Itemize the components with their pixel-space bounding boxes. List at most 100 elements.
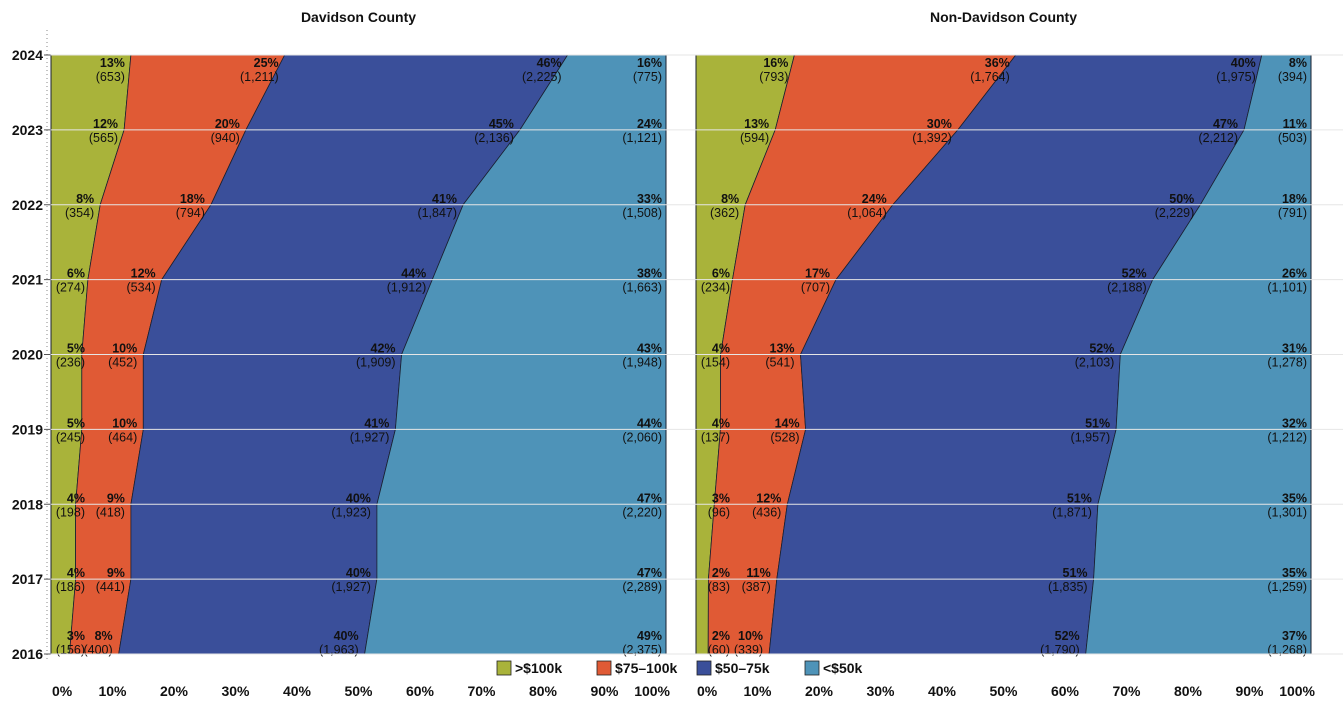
x-tick-label: 30%: [221, 683, 250, 699]
data-label-count: (1,121): [622, 131, 662, 145]
data-label-pct: 11%: [1283, 117, 1307, 131]
data-label-pct: 16%: [763, 56, 788, 70]
x-tick-label: 0%: [52, 683, 73, 699]
data-label-pct: 9%: [107, 491, 125, 505]
data-label-count: (83): [708, 580, 730, 594]
data-label-pct: 40%: [346, 566, 371, 580]
data-label-pct: 12%: [93, 117, 118, 131]
x-tick-label: 60%: [406, 683, 435, 699]
x-tick-label: 90%: [590, 683, 619, 699]
data-labels: 3%(156)4%(186)4%(198)5%(245)5%(236)6%(27…: [56, 56, 662, 657]
data-label-pct: 17%: [805, 267, 830, 281]
data-label-count: (1,101): [1267, 281, 1307, 295]
data-label-pct: 12%: [756, 491, 781, 505]
data-label-pct: 24%: [862, 192, 887, 206]
x-tick-label: 0%: [697, 683, 718, 699]
data-label-count: (418): [96, 505, 125, 519]
data-label-pct: 8%: [721, 192, 739, 206]
data-label-count: (339): [734, 643, 763, 657]
data-label-pct: 3%: [712, 491, 730, 505]
y-tick-label: 2021: [12, 272, 43, 288]
panel-title: Non-Davidson County: [930, 9, 1077, 25]
legend-label: <$50k: [823, 660, 863, 676]
x-tick-label: 70%: [1112, 683, 1141, 699]
data-label-pct: 50%: [1169, 192, 1194, 206]
gridlines: [51, 54, 1343, 655]
data-label-pct: 4%: [67, 566, 85, 580]
data-label-pct: 2%: [712, 629, 730, 643]
data-label-pct: 42%: [371, 342, 396, 356]
data-label-count: (400): [83, 643, 112, 657]
data-label-pct: 44%: [401, 267, 426, 281]
y-tick-label: 2024: [12, 47, 43, 63]
x-tick-label: 30%: [866, 683, 895, 699]
data-label-count: (354): [65, 206, 94, 220]
data-label-count: (1,957): [1071, 430, 1111, 444]
data-label-count: (2,220): [622, 505, 662, 519]
x-tick-label: 80%: [1174, 683, 1203, 699]
data-label-pct: 5%: [67, 416, 85, 430]
data-label-pct: 2%: [712, 566, 730, 580]
data-label-pct: 51%: [1085, 416, 1110, 430]
legend-label: $50–75k: [715, 660, 770, 676]
data-label-count: (1,927): [350, 430, 390, 444]
data-label-pct: 52%: [1089, 342, 1114, 356]
data-label-count: (791): [1278, 206, 1307, 220]
legend-label: >$100k: [515, 660, 562, 676]
data-label-pct: 5%: [67, 342, 85, 356]
data-label-pct: 32%: [1282, 416, 1307, 430]
x-tick-label: 20%: [160, 683, 189, 699]
data-label-pct: 12%: [131, 267, 156, 281]
y-tick-label: 2022: [12, 197, 43, 213]
data-label-pct: 40%: [346, 491, 371, 505]
data-label-pct: 8%: [1289, 56, 1307, 70]
data-label-count: (236): [56, 356, 85, 370]
x-tick-label: 10%: [743, 683, 772, 699]
data-label-pct: 16%: [637, 56, 662, 70]
data-label-pct: 30%: [927, 117, 952, 131]
data-label-count: (1,871): [1052, 505, 1092, 519]
data-label-count: (464): [108, 430, 137, 444]
x-tick-label: 10%: [98, 683, 127, 699]
x-tick-label: 100%: [1279, 683, 1315, 699]
data-label-pct: 40%: [1231, 56, 1256, 70]
data-label-count: (2,136): [474, 131, 514, 145]
data-label-count: (2,225): [522, 70, 562, 84]
data-label-count: (2,188): [1107, 281, 1147, 295]
data-label-pct: 47%: [637, 491, 662, 505]
data-label-count: (2,103): [1075, 356, 1115, 370]
data-label-pct: 11%: [746, 566, 770, 580]
data-label-count: (1,927): [331, 580, 371, 594]
data-label-count: (1,663): [622, 281, 662, 295]
x-axis: 0% 10% 20% 30% 40% 50% 60% 70% 80% 90% 100%: [697, 683, 1316, 699]
data-label-count: (2,060): [622, 430, 662, 444]
data-label-pct: 9%: [107, 566, 125, 580]
data-labels: 2%(60)2%(83)3%(96)4%(137)4%(154)6%(234)8…: [701, 56, 1307, 657]
data-label-pct: 6%: [67, 267, 85, 281]
data-label-pct: 51%: [1067, 491, 1092, 505]
data-label-count: (565): [89, 131, 118, 145]
data-label-count: (1,259): [1267, 580, 1307, 594]
data-label-count: (1,212): [1267, 430, 1307, 444]
data-label-count: (2,212): [1198, 131, 1238, 145]
data-label-count: (775): [633, 70, 662, 84]
data-label-count: (1,764): [970, 70, 1010, 84]
data-label-count: (653): [96, 70, 125, 84]
data-label-count: (940): [211, 131, 240, 145]
data-label-pct: 13%: [770, 342, 795, 356]
data-label-count: (1,923): [331, 505, 371, 519]
data-label-pct: 47%: [637, 566, 662, 580]
data-label-pct: 36%: [985, 56, 1010, 70]
data-label-count: (793): [759, 70, 788, 84]
data-label-count: (2,375): [622, 643, 662, 657]
data-label-count: (436): [752, 505, 781, 519]
data-label-count: (541): [765, 356, 794, 370]
data-label-pct: 45%: [489, 117, 514, 131]
x-tick-label: 90%: [1235, 683, 1264, 699]
y-tick-label: 2017: [12, 571, 43, 587]
y-tick-label: 2023: [12, 122, 43, 138]
data-label-pct: 10%: [112, 416, 137, 430]
data-label-count: (1,790): [1040, 643, 1080, 657]
y-tick-label: 2020: [12, 347, 43, 363]
data-label-pct: 44%: [637, 416, 662, 430]
